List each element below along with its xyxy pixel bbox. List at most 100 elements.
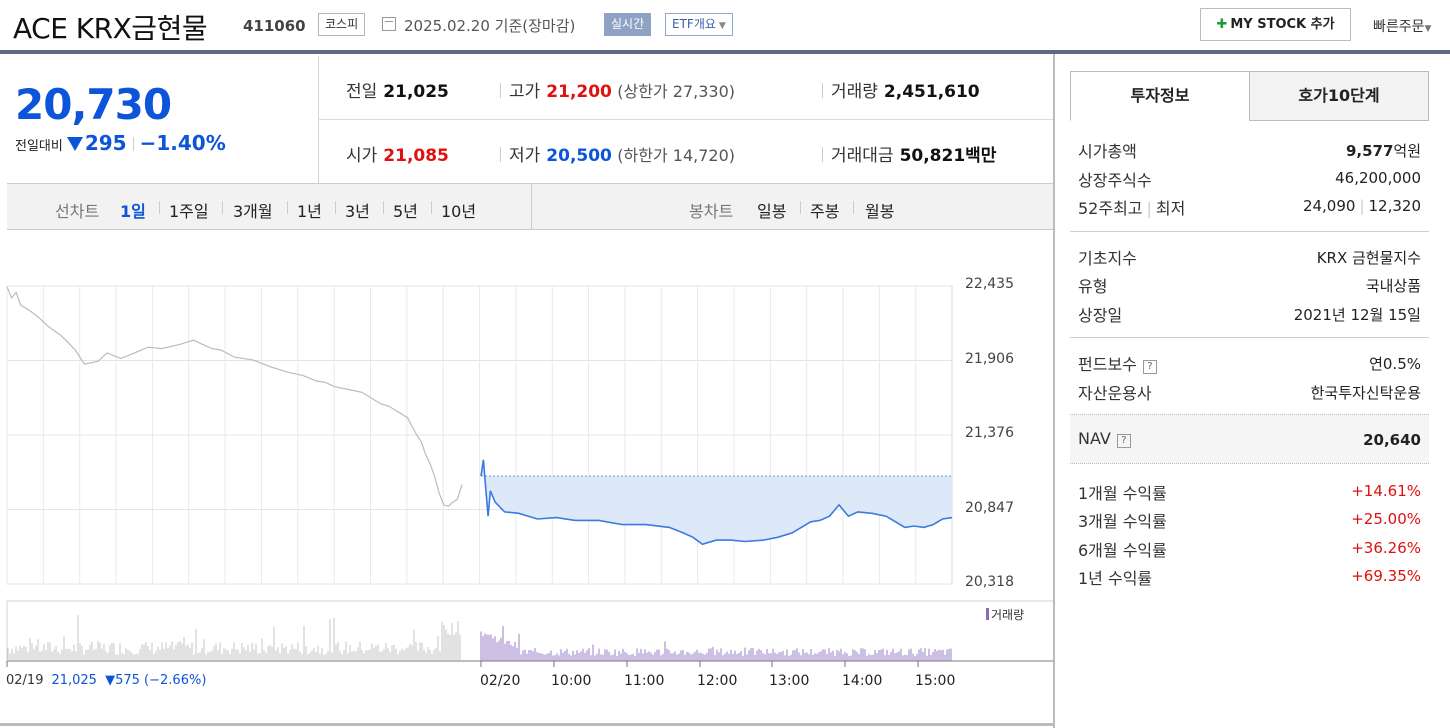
return-label: 6개월 수익률 bbox=[1078, 541, 1167, 560]
low-price: 저가 20,500 (하한가 14,720) bbox=[500, 141, 735, 166]
change-percent: −1.40% bbox=[139, 131, 226, 155]
open-price: 시가 21,085 bbox=[346, 141, 449, 166]
market-cap-label: 시가총액 bbox=[1078, 142, 1137, 161]
low-value: 20,500 bbox=[546, 146, 612, 166]
divider bbox=[318, 56, 319, 184]
type-label: 유형 bbox=[1078, 277, 1108, 296]
prev-day-change: ▼575 (−2.66%) bbox=[105, 673, 207, 688]
down-triangle-icon bbox=[66, 137, 83, 151]
return-label: 3개월 수익률 bbox=[1078, 512, 1167, 531]
candle-daily[interactable]: 일봉 bbox=[757, 202, 787, 221]
y-tick-label: 20,318 bbox=[965, 574, 1014, 590]
range-3m[interactable]: 3개월 bbox=[233, 202, 273, 221]
manager-value: 한국투자신탁운용 bbox=[1310, 384, 1421, 402]
volume-value: 2,451,610 bbox=[883, 82, 980, 102]
return-value: +36.26% bbox=[1351, 539, 1421, 557]
open-label: 시가 bbox=[346, 146, 378, 166]
base-index-value: KRX 금현물지수 bbox=[1316, 249, 1421, 267]
range-1d[interactable]: 1일 bbox=[120, 202, 146, 221]
high-price: 고가 21,200 (상한가 27,330) bbox=[500, 77, 735, 102]
quote-date: 2025.02.20 기준(장마감) bbox=[404, 17, 576, 35]
stock-code: 411060 bbox=[243, 17, 306, 35]
quick-order-label: 빠른주문 bbox=[1373, 19, 1425, 35]
current-price: 20,730 bbox=[15, 80, 172, 129]
return-value: +69.35% bbox=[1351, 567, 1421, 585]
x-tick-label: 02/20 bbox=[480, 673, 521, 689]
chart-canvas bbox=[6, 285, 1053, 667]
lower-limit: (하한가 14,720) bbox=[617, 146, 736, 165]
shares-label: 상장주식수 bbox=[1078, 171, 1152, 190]
bottom-divider bbox=[0, 723, 1053, 726]
tab-investment-info[interactable]: 투자정보 bbox=[1070, 71, 1250, 121]
y-tick-label: 21,376 bbox=[965, 425, 1014, 441]
prev-close-label: 전일 bbox=[346, 82, 378, 102]
divider bbox=[132, 137, 134, 151]
stock-title: ACE KRX금현물 bbox=[13, 12, 208, 45]
prev-close-value: 21,025 bbox=[383, 82, 449, 102]
y-tick-label: 20,847 bbox=[965, 500, 1014, 516]
manager-label: 자산운용사 bbox=[1078, 384, 1152, 403]
tab-order-book[interactable]: 호가10단계 bbox=[1249, 71, 1429, 121]
intraday-chart[interactable]: 22,435 21,906 21,376 20,847 20,318 거래량 0… bbox=[0, 230, 1056, 728]
below-open-fill bbox=[481, 459, 952, 545]
x-tick-label: 15:00 bbox=[915, 673, 956, 689]
listing-date-label: 상장일 bbox=[1078, 306, 1123, 325]
range-5y[interactable]: 5년 bbox=[393, 202, 418, 221]
amount-value: 50,821 bbox=[899, 146, 966, 166]
nav-label: NAV bbox=[1078, 429, 1111, 448]
market-cap-value: 9,577 bbox=[1345, 142, 1394, 160]
prev-close: 전일 21,025 bbox=[346, 77, 449, 102]
base-index-label: 기초지수 bbox=[1078, 249, 1137, 268]
question-icon[interactable]: ? bbox=[1142, 360, 1157, 374]
volume: 거래량 2,451,610 bbox=[822, 77, 980, 102]
amount-label: 거래대금 bbox=[831, 146, 894, 166]
high-value: 21,200 bbox=[546, 82, 612, 102]
etf-overview-label: ETF개요 bbox=[672, 17, 716, 31]
return-label: 1년 수익률 bbox=[1078, 569, 1153, 588]
plus-icon: ✚ bbox=[1216, 17, 1228, 32]
price-line-prev-day bbox=[6, 286, 463, 507]
range-10y[interactable]: 10년 bbox=[441, 202, 477, 221]
low-label: 저가 bbox=[509, 146, 541, 166]
info-tabs: 투자정보 호가10단계 bbox=[1070, 71, 1429, 121]
week52-high-label: 52주최고 bbox=[1078, 199, 1143, 218]
chart-range-bar: 선차트 1일 1주일 3개월 1년 3년 5년 10년 봉차트 일봉 주봉 월봉 bbox=[7, 183, 1053, 230]
prev-day-date: 02/19 bbox=[6, 673, 44, 688]
upper-limit: (상한가 27,330) bbox=[617, 82, 736, 101]
type-value: 국내상품 bbox=[1365, 277, 1421, 295]
y-tick-label: 21,906 bbox=[965, 351, 1014, 367]
x-tick-label: 10:00 bbox=[551, 673, 592, 689]
x-tick-label: 13:00 bbox=[769, 673, 810, 689]
add-my-stock-button[interactable]: ✚ MY STOCK 추가 bbox=[1200, 8, 1351, 41]
range-1w[interactable]: 1주일 bbox=[169, 202, 209, 221]
change-label: 전일대비 bbox=[15, 139, 63, 154]
nav-box bbox=[1070, 414, 1429, 464]
divider bbox=[1070, 337, 1429, 338]
week52-high-value: 24,090 bbox=[1302, 197, 1356, 215]
fee-value: 연0.5% bbox=[1369, 355, 1421, 373]
trade-amount: 거래대금 50,821백만 bbox=[822, 141, 996, 166]
return-label: 1개월 수익률 bbox=[1078, 484, 1167, 503]
candle-monthly[interactable]: 월봉 bbox=[865, 202, 895, 221]
return-value: +14.61% bbox=[1351, 482, 1421, 500]
divider bbox=[318, 119, 1055, 120]
nav-value: 20,640 bbox=[1363, 431, 1421, 449]
quick-order-button[interactable]: 빠른주문▼ bbox=[1373, 16, 1431, 36]
fee-label: 펀드보수 bbox=[1078, 355, 1137, 374]
chevron-down-icon: ▼ bbox=[718, 21, 726, 31]
etf-overview-dropdown[interactable]: ETF개요 ▼ bbox=[665, 13, 733, 36]
panel-divider bbox=[1053, 54, 1055, 728]
candle-weekly[interactable]: 주봉 bbox=[810, 202, 840, 221]
week52-low-label: 최저 bbox=[1155, 199, 1186, 218]
question-icon[interactable]: ? bbox=[1116, 434, 1131, 448]
week52-low-value: 12,320 bbox=[1368, 197, 1422, 215]
calendar-icon bbox=[382, 17, 396, 31]
divider bbox=[1070, 231, 1429, 232]
candle-chart-label: 봉차트 bbox=[689, 202, 734, 221]
range-1y[interactable]: 1년 bbox=[297, 202, 322, 221]
range-3y[interactable]: 3년 bbox=[345, 202, 370, 221]
prev-day-summary: 02/19 21,025 ▼575 (−2.66%) bbox=[6, 673, 206, 688]
realtime-button[interactable]: 실시간 bbox=[604, 13, 652, 36]
price-line-today bbox=[480, 459, 953, 546]
change-value: 295 bbox=[84, 131, 127, 155]
